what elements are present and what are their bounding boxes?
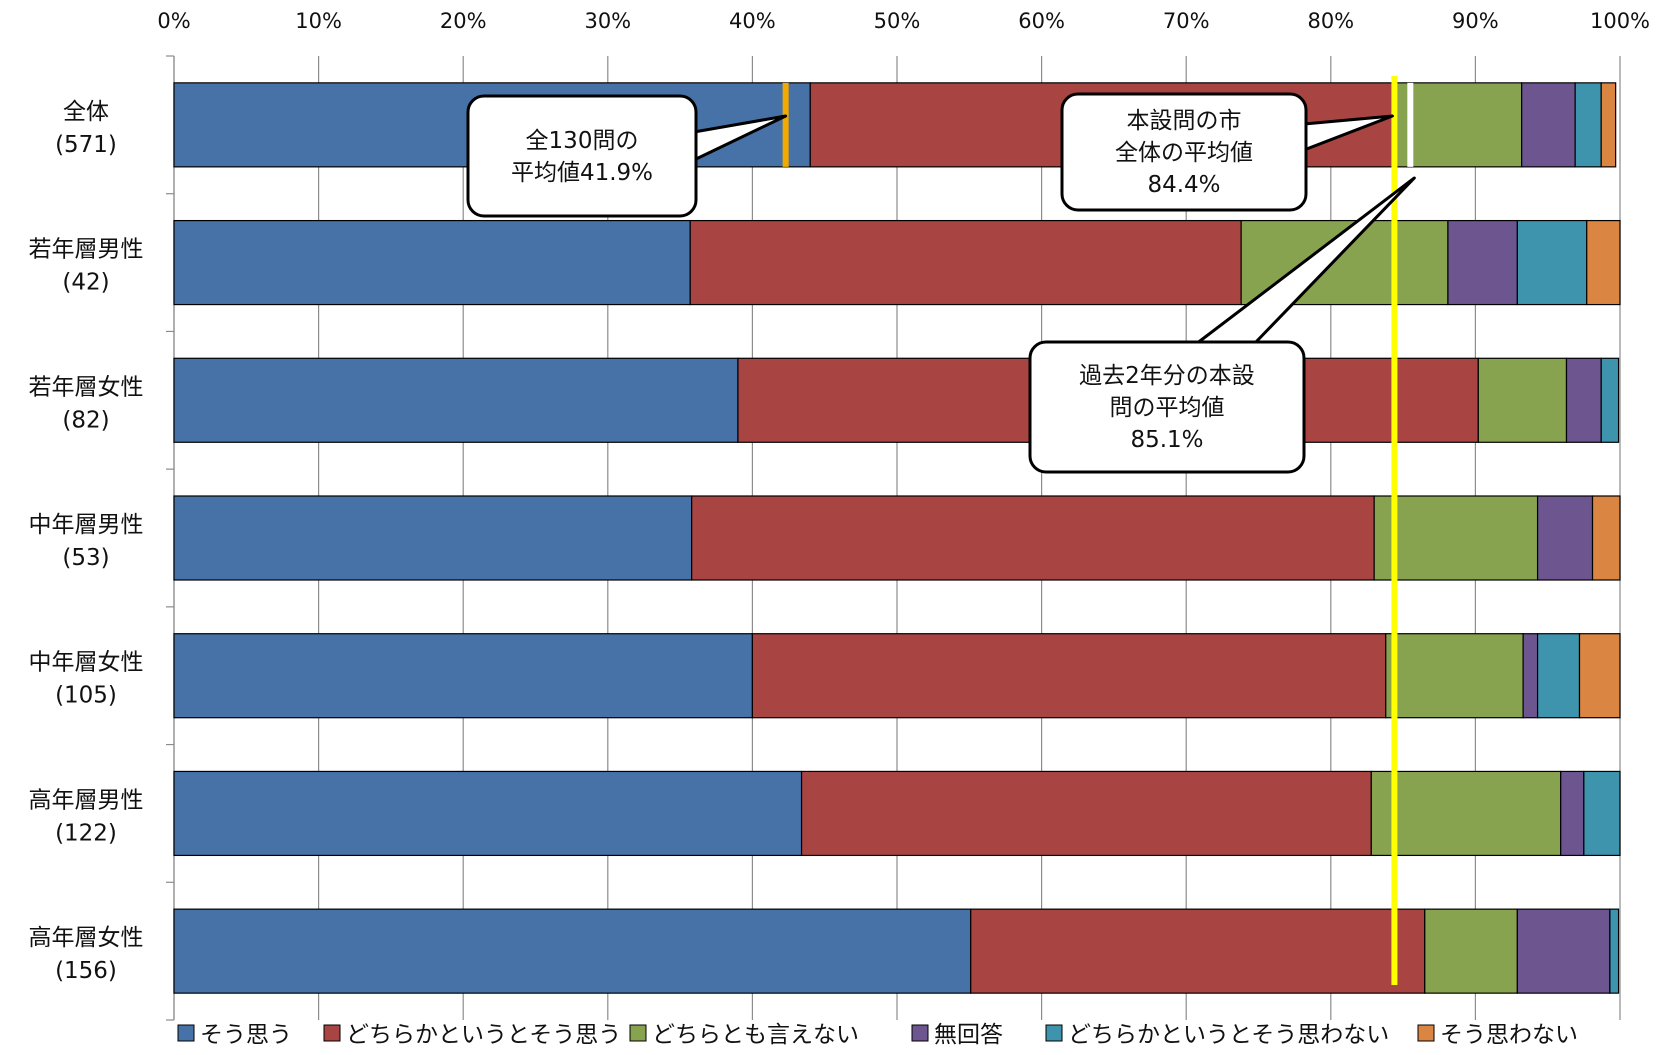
- bar-segment: [1565, 357, 1602, 443]
- category-count: (42): [62, 270, 109, 296]
- category-count: (571): [55, 132, 117, 158]
- callout-box: [1028, 340, 1306, 474]
- bar-segment: [1516, 219, 1588, 306]
- bar-segment: [1447, 219, 1518, 306]
- x-tick-label: 50%: [874, 9, 921, 33]
- callout-text: 過去2年分の本設: [1079, 363, 1255, 389]
- x-tick-label: 60%: [1018, 9, 1065, 33]
- bar-segment: [970, 908, 1426, 994]
- legend-label: そう思う: [200, 1022, 292, 1048]
- bar-segment: [691, 495, 1375, 581]
- legend-label: どちらかというとそう思わない: [1068, 1022, 1389, 1048]
- bar-segment: [1373, 495, 1539, 581]
- bar-segment: [1516, 908, 1611, 994]
- x-tick-label: 30%: [584, 9, 631, 33]
- bar-segment: [173, 219, 691, 306]
- callout-box: [1060, 92, 1308, 212]
- x-tick-label: 0%: [157, 9, 190, 33]
- bar-segment: [173, 770, 803, 857]
- legend-swatch: [177, 1024, 195, 1042]
- x-tick-label: 70%: [1163, 9, 1210, 33]
- category-label: 全体: [63, 99, 109, 125]
- bar-segment: [1600, 357, 1620, 443]
- category-label: 中年層男性: [29, 512, 144, 538]
- bar-segment: [173, 908, 972, 994]
- bar-segment: [1393, 82, 1523, 168]
- legend-swatch: [911, 1024, 929, 1042]
- legend-swatch: [1045, 1024, 1063, 1042]
- bar-segment: [1536, 495, 1594, 581]
- callout-text: 84.4%: [1147, 172, 1220, 198]
- bar-segment: [1609, 908, 1620, 994]
- category-label: 高年層女性: [29, 925, 144, 951]
- bar-segment: [173, 633, 754, 719]
- bar-segment: [1591, 495, 1621, 581]
- category-count: (156): [55, 958, 117, 984]
- callout-box: [466, 94, 698, 218]
- bar-segment: [800, 770, 1372, 857]
- callout-text: 本設問の市: [1127, 108, 1242, 134]
- x-tick-label: 90%: [1452, 9, 1499, 33]
- bar-segment: [1521, 82, 1576, 168]
- legend-swatch: [1417, 1024, 1435, 1042]
- callout-text: 85.1%: [1130, 427, 1203, 453]
- callout-text: 問の平均値: [1110, 395, 1225, 421]
- bar-segment: [1583, 770, 1621, 857]
- bar-segment: [1424, 908, 1518, 994]
- x-tick-label: 100%: [1590, 9, 1650, 33]
- category-label: 若年層男性: [29, 237, 144, 263]
- legend-label: 無回答: [934, 1022, 1003, 1048]
- callout-seam: [1298, 124, 1304, 150]
- x-tick-label: 40%: [729, 9, 776, 33]
- bar-segment: [173, 357, 739, 443]
- bar-segment: [1536, 633, 1581, 719]
- bar-segment: [1560, 770, 1585, 857]
- bar-segment: [173, 495, 693, 581]
- bar-segment: [1600, 82, 1617, 168]
- callout-text: 平均値41.9%: [511, 160, 653, 186]
- bar-segment: [1477, 357, 1568, 443]
- bar-segment: [1522, 633, 1539, 719]
- category-label: 若年層女性: [29, 374, 144, 400]
- category-label: 中年層女性: [29, 650, 144, 676]
- category-count: (122): [55, 820, 117, 846]
- bar-segment: [1370, 770, 1562, 857]
- x-tick-label: 20%: [440, 9, 487, 33]
- bar-segment: [689, 219, 1242, 306]
- callout-seam: [1196, 344, 1254, 350]
- legend-label: どちらかというとそう思う: [346, 1022, 621, 1048]
- category-count: (82): [62, 407, 109, 433]
- legend-swatch: [629, 1024, 647, 1042]
- category-count: (53): [62, 545, 109, 571]
- callout-text: 全体の平均値: [1115, 140, 1253, 166]
- legend-label: どちらとも言えない: [652, 1022, 859, 1048]
- bar-segment: [1578, 633, 1621, 719]
- legend-label: そう思わない: [1440, 1022, 1578, 1048]
- bar-segment: [1574, 82, 1602, 168]
- callout-seam: [688, 132, 694, 160]
- category-count: (105): [55, 683, 117, 709]
- bar-segment: [1385, 633, 1524, 719]
- x-tick-label: 10%: [295, 9, 342, 33]
- bar-segment: [1586, 219, 1621, 306]
- x-tick-label: 80%: [1307, 9, 1354, 33]
- callout-text: 全130問の: [526, 128, 639, 154]
- category-label: 高年層男性: [29, 787, 144, 813]
- legend-swatch: [323, 1024, 341, 1042]
- bar-segment: [751, 633, 1387, 719]
